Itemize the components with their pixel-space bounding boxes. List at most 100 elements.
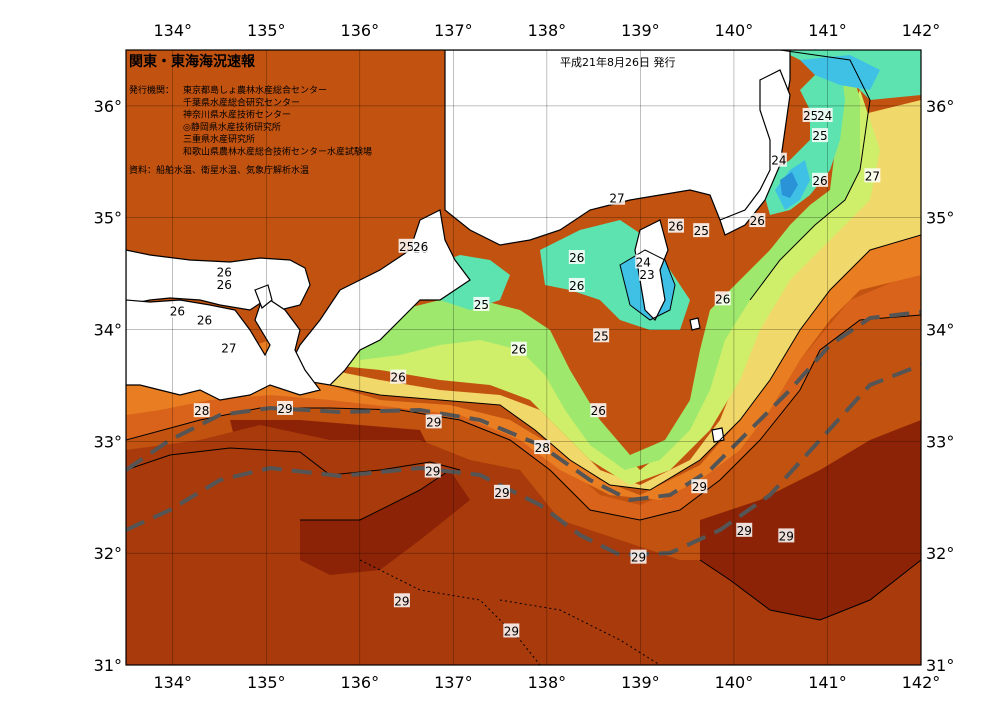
kuroshio-south-edge: [126, 363, 921, 558]
contour-label-bg: [691, 479, 708, 494]
island-oshima: [689, 317, 701, 331]
contour-label-text: 27: [865, 169, 880, 183]
contour-label-text: 29: [425, 465, 440, 479]
longitude-tick-label: 136°: [341, 21, 380, 40]
contour-label-bg: [568, 277, 585, 292]
contour-label: 26: [749, 213, 766, 228]
contour-label: 26: [568, 277, 585, 293]
longitude-tick-label: 137°: [434, 21, 473, 40]
issuer-name: 和歌山県農林水産総合技術センター水産試験場: [183, 146, 372, 158]
temp-zone-27: [330, 190, 921, 490]
issuer-name: 千葉県水産総合研究センター: [183, 96, 300, 108]
contour-label-bg: [216, 276, 233, 291]
contour-label: 29: [778, 528, 795, 543]
contour-label-text: 26: [750, 214, 765, 228]
contour-label-bg: [749, 213, 766, 228]
contour-label: 26: [568, 249, 585, 265]
contour-label-text: 26: [812, 174, 827, 188]
contour-label-bg: [473, 296, 490, 311]
contour-label-text: 26: [591, 404, 606, 418]
issuer-name: 神奈川県水産技術センター: [183, 109, 291, 121]
contour-label-text: 28: [194, 404, 209, 418]
contour-label: 26: [412, 238, 429, 254]
contour-label: 26: [390, 369, 407, 385]
contour-label: 29: [277, 400, 293, 416]
contour-label: 26: [510, 341, 527, 357]
contour-label-text: 27: [609, 192, 624, 206]
longitude-tick-label: 141°: [808, 21, 847, 40]
longitude-tick-label: 135°: [247, 21, 286, 40]
contour-label-text: 27: [221, 342, 236, 356]
temp-zone-26: [360, 60, 860, 470]
contour-label: 26: [590, 403, 607, 418]
contour-label: 29: [493, 484, 510, 500]
contour-label-text: 28: [535, 441, 550, 455]
contour-label: 26: [216, 276, 233, 292]
longitude-tick-label: 139°: [621, 673, 660, 692]
issuer-name: 三重県水産研究所: [183, 133, 255, 145]
contour-label: 29: [424, 463, 441, 479]
latitude-tick-label: 33°: [94, 432, 122, 451]
contour-label-text: 29: [504, 624, 519, 638]
contour-label-text: 26: [217, 266, 232, 280]
temp-zone-24-north: [800, 55, 880, 90]
contour-label-bg: [693, 223, 710, 238]
contour-label-bg: [277, 400, 293, 415]
contour-label: 26: [667, 218, 684, 234]
contour-label: 26: [714, 291, 731, 306]
contour-label-bg: [503, 623, 520, 638]
map-title: 関東・東海海況速報: [129, 53, 256, 70]
contour-label: 29: [630, 549, 647, 565]
contour-label-bg: [802, 107, 819, 122]
contour-label-bg: [568, 249, 585, 264]
latitude-tick-label: 36°: [94, 97, 122, 116]
contour-label-text: 26: [668, 220, 683, 234]
kuroshio-north-edge: [126, 310, 921, 503]
contour-label: 26: [811, 172, 828, 188]
contour-label-text: 25: [593, 329, 608, 343]
axis-ticks: 134° 134° 135° 135° 136° 136° 137° 137° 138° 138°…: [94, 21, 955, 692]
contour-label-text: 25: [474, 298, 489, 312]
contour-label-bg: [630, 549, 647, 564]
contour-label: 26: [169, 303, 186, 319]
latitude-tick-label: 31°: [926, 656, 954, 675]
contour-label-text: 26: [217, 278, 232, 292]
contour-label-text: 29: [277, 402, 292, 416]
longitude-tick-label: 140°: [715, 673, 754, 692]
contour-label: 28: [534, 440, 551, 455]
latitude-tick-label: 35°: [94, 209, 122, 228]
contour-label: 25: [473, 296, 490, 312]
latitude-tick-label: 35°: [926, 209, 954, 228]
contour-label: 27: [609, 190, 626, 206]
kuroshio-current: [126, 310, 921, 558]
contour-label-bg: [425, 414, 442, 429]
contour-label-bg: [714, 291, 731, 306]
latitude-tick-label: 32°: [94, 544, 122, 563]
contour-label: 29: [393, 593, 410, 608]
latitude-tick-label: 31°: [94, 656, 122, 675]
latitude-tick-label: 36°: [926, 97, 954, 116]
data-source: 資料：船舶水温、衛星水温、気象庁解析水温: [129, 164, 309, 176]
contour-labels: 2524252426272726262526252626242326262626…: [169, 107, 881, 638]
temp-zone-29b: [126, 425, 921, 665]
contour-label: 23: [638, 266, 655, 282]
longitude-tick-label: 141°: [808, 673, 847, 692]
contour-label-text: 29: [737, 524, 752, 538]
temp-zone-30-south: [300, 470, 470, 575]
issue-date: 平成21年8月26日 発行: [560, 55, 676, 69]
contour-label-text: 26: [413, 240, 428, 254]
contour-label: 29: [503, 623, 520, 638]
longitude-tick-label: 142°: [902, 673, 941, 692]
contour-label-text: 26: [170, 305, 185, 319]
longitude-tick-label: 142°: [902, 21, 941, 40]
contour-label-text: 29: [692, 480, 707, 494]
longitude-tick-label: 135°: [247, 673, 286, 692]
contour-label: 26: [216, 264, 233, 280]
contour-label: 29: [736, 522, 753, 538]
contour-label-text: 24: [636, 255, 651, 269]
contour-label: 27: [864, 168, 881, 183]
contour-label-bg: [736, 522, 753, 537]
issuer-list: 東京都島しょ農林水産総合センター千葉県水産総合研究センター神奈川県水産技術センタ…: [183, 84, 372, 158]
contour-label-text: 29: [426, 415, 441, 429]
contour-label-bg: [412, 238, 429, 253]
